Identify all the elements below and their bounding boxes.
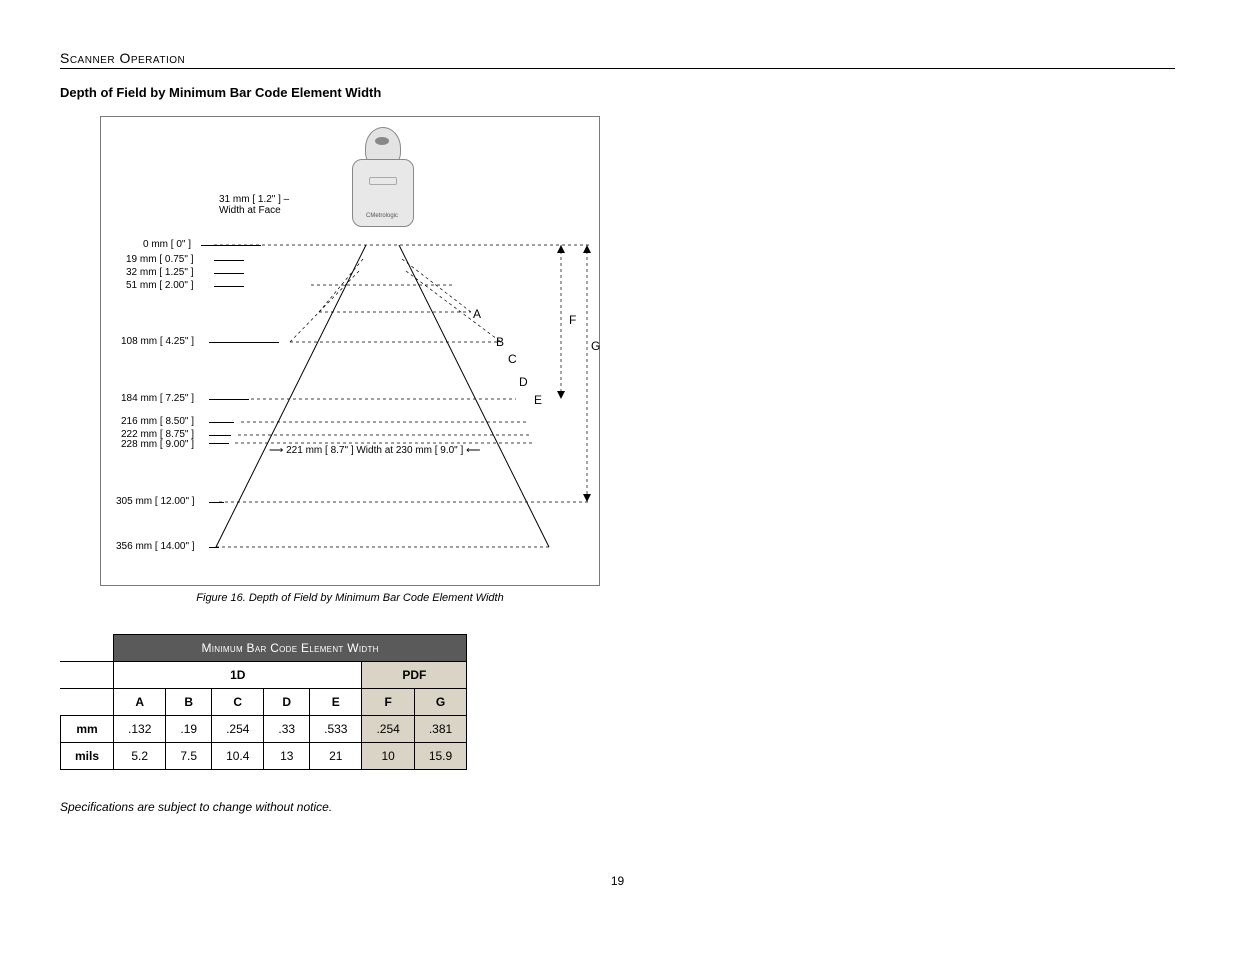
letter-e: E [534,393,542,407]
letter-b: B [496,335,504,349]
dist-4: 108 mm [ 4.25" ] [121,336,194,347]
dist-5: 184 mm [ 7.25" ] [121,393,194,404]
col-b: B [166,689,212,716]
letter-a: A [473,307,481,321]
col-c: C [212,689,264,716]
section-header: Scanner Operation [60,50,1175,69]
col-d: D [264,689,310,716]
col-a: A [114,689,166,716]
depth-of-field-figure: CMetrologic 31 mm [ 1.2" ] – Width at Fa… [100,116,600,586]
letter-d: D [519,375,528,389]
page-number: 19 [60,874,1175,888]
dist-3: 51 mm [ 2.00" ] [126,280,193,291]
table-title: Minimum Bar Code Element Width [114,635,467,662]
col-e: E [310,689,362,716]
dist-8: 228 mm [ 9.00" ] [121,439,194,450]
letter-c: C [508,352,517,366]
group-1d: 1D [114,662,362,689]
letter-f: F [569,313,576,327]
letter-g: G [591,339,600,353]
dist-1: 19 mm [ 0.75" ] [126,254,193,265]
row-mils: mils 5.2 7.5 10.4 13 21 10 15.9 [61,743,467,770]
group-pdf: PDF [362,662,467,689]
dist-10: 356 mm [ 14.00" ] [116,541,195,552]
subheading: Depth of Field by Minimum Bar Code Eleme… [60,85,1175,100]
diagram-lines [101,117,599,585]
bottom-width-label: ⟶ 221 mm [ 8.7" ] Width at 230 mm [ 9.0"… [269,445,480,456]
figure-caption: Figure 16. Depth of Field by Minimum Bar… [100,592,600,604]
spec-table: Minimum Bar Code Element Width 1D PDF A … [60,634,467,770]
dist-6: 216 mm [ 8.50" ] [121,416,194,427]
col-g: G [414,689,466,716]
col-f: F [362,689,414,716]
dist-0: 0 mm [ 0" ] [143,239,191,250]
footnote: Specifications are subject to change wit… [60,800,1175,814]
dist-2: 32 mm [ 1.25" ] [126,267,193,278]
row-mm: mm .132 .19 .254 .33 .533 .254 .381 [61,716,467,743]
dist-9: 305 mm [ 12.00" ] [116,496,195,507]
